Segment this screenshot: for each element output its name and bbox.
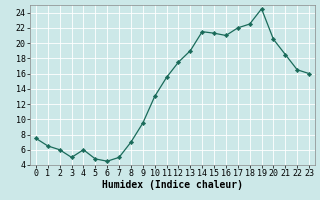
X-axis label: Humidex (Indice chaleur): Humidex (Indice chaleur) <box>102 180 243 190</box>
